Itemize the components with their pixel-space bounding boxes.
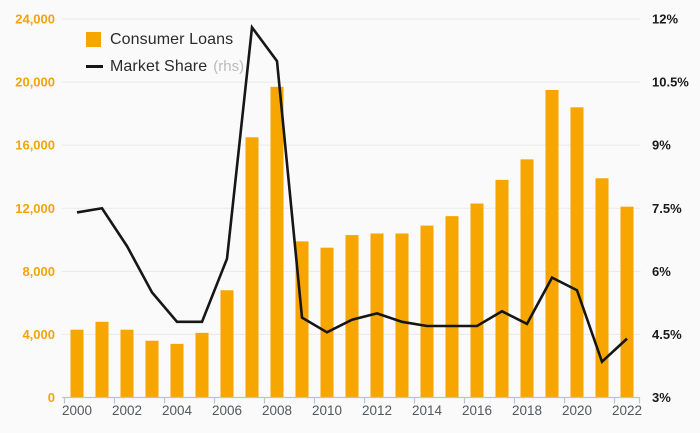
bar-2010 bbox=[320, 247, 334, 398]
right-axis-label: 9% bbox=[652, 138, 671, 153]
right-axis-label: 10.5% bbox=[652, 75, 689, 90]
bar-2013 bbox=[395, 233, 409, 398]
bar-2011 bbox=[345, 235, 359, 398]
bar-2015 bbox=[445, 216, 459, 398]
bar-2016 bbox=[470, 203, 484, 398]
right-axis-label: 12% bbox=[652, 12, 678, 27]
x-tick-label: 2012 bbox=[362, 403, 392, 418]
bar-2001 bbox=[95, 321, 109, 398]
bar-2021 bbox=[595, 178, 609, 398]
x-tick-label: 2014 bbox=[412, 403, 443, 418]
left-axis-label: 0 bbox=[48, 390, 55, 405]
bar-2019 bbox=[545, 89, 559, 398]
legend: Consumer Loans Market Share (rhs) bbox=[86, 26, 244, 80]
right-axis-label: 7.5% bbox=[652, 201, 682, 216]
bar-2012 bbox=[370, 233, 384, 398]
consumer-loans-swatch-icon bbox=[86, 32, 101, 47]
x-tick-label: 2004 bbox=[162, 403, 193, 418]
left-axis-label: 12,000 bbox=[15, 201, 55, 216]
bar-2002 bbox=[120, 329, 134, 398]
market-share-line bbox=[76, 23, 628, 365]
left-axis-label: 20,000 bbox=[15, 75, 55, 90]
x-tick-label: 2020 bbox=[562, 403, 592, 418]
right-axis-label: 6% bbox=[652, 264, 671, 279]
bar-2020 bbox=[570, 107, 584, 398]
left-axis-label: 4,000 bbox=[22, 327, 55, 342]
x-tick-label: 2006 bbox=[212, 403, 242, 418]
x-tick-label: 2008 bbox=[262, 403, 292, 418]
right-axis-label: 3% bbox=[652, 390, 671, 405]
bar-2007 bbox=[245, 137, 259, 398]
bar-2018 bbox=[520, 159, 534, 398]
right-axis-label: 4.5% bbox=[652, 327, 682, 342]
left-axis-label: 8,000 bbox=[22, 264, 55, 279]
bar-2005 bbox=[195, 332, 209, 398]
left-axis-label: 16,000 bbox=[15, 138, 55, 153]
bar-2008 bbox=[270, 86, 284, 398]
bar-2003 bbox=[145, 340, 159, 398]
bar-2006 bbox=[220, 290, 234, 398]
bar-2022 bbox=[620, 206, 634, 398]
x-tick-label: 2002 bbox=[112, 403, 142, 418]
legend-item-consumer-loans: Consumer Loans bbox=[86, 26, 244, 53]
x-tick-label: 2018 bbox=[512, 403, 542, 418]
bar-2014 bbox=[420, 225, 434, 398]
x-tick-label: 2010 bbox=[312, 403, 342, 418]
left-axis-label: 24,000 bbox=[15, 12, 55, 27]
bar-2000 bbox=[70, 329, 84, 398]
x-tick-label: 2022 bbox=[612, 403, 642, 418]
market-share-line-swatch-icon bbox=[86, 65, 103, 68]
bar-2017 bbox=[495, 179, 509, 398]
x-tick-label: 2000 bbox=[62, 403, 92, 418]
legend-label-market-share: Market Share bbox=[110, 57, 208, 75]
legend-label-consumer-loans: Consumer Loans bbox=[110, 30, 234, 48]
bar-2004 bbox=[170, 343, 184, 398]
legend-suffix-rhs: (rhs) bbox=[213, 58, 245, 75]
x-tick-label: 2016 bbox=[462, 403, 492, 418]
legend-item-market-share: Market Share (rhs) bbox=[86, 53, 244, 80]
